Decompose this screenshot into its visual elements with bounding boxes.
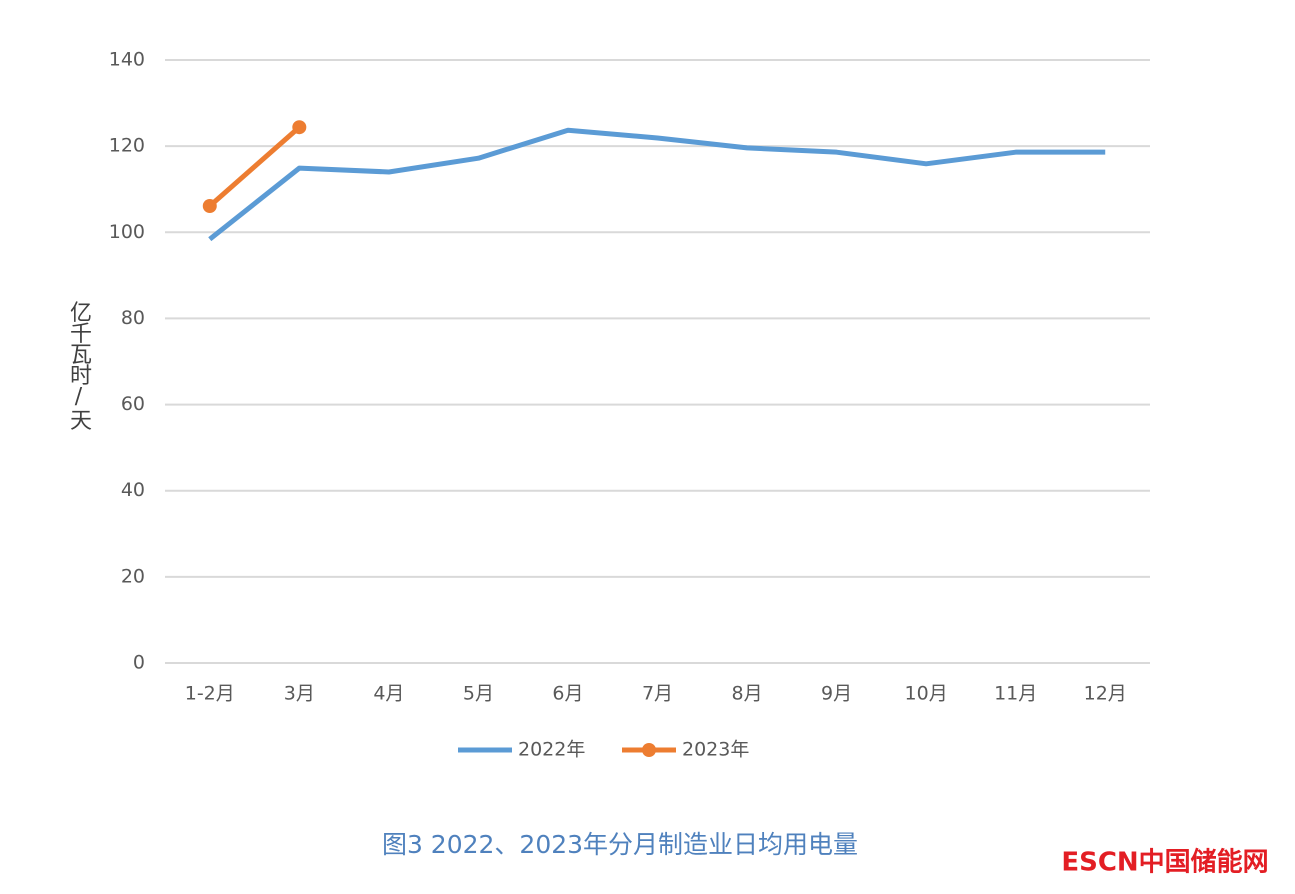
series-line (208, 127, 1106, 242)
x-tick-label: 6月 (552, 683, 583, 705)
legend-label: 2022年 (518, 739, 585, 761)
x-tick-label: 4月 (373, 683, 404, 705)
legend-marker (642, 743, 656, 757)
y-tick-label: 140 (109, 49, 145, 71)
x-tick-label: 7月 (642, 683, 673, 705)
y-tick-label: 0 (133, 652, 145, 674)
x-tick-label: 9月 (821, 683, 852, 705)
x-tick-label: 10月 (905, 683, 948, 705)
series-line (208, 125, 301, 208)
y-tick-label: 60 (121, 393, 145, 415)
y-tick-label: 40 (121, 479, 145, 501)
x-tick-label: 8月 (731, 683, 762, 705)
x-tick-label: 1-2月 (185, 683, 235, 705)
y-axis-label: 亿千瓦时/天 (66, 301, 92, 431)
x-tick-label: 11月 (994, 683, 1037, 705)
x-tick-label: 12月 (1084, 683, 1127, 705)
y-tick-label: 120 (109, 135, 145, 157)
y-tick-label: 80 (121, 307, 145, 329)
point (202, 199, 217, 214)
legend-label: 2023年 (682, 739, 749, 761)
y-tick-label: 20 (121, 565, 145, 587)
x-tick-label: 5月 (463, 683, 494, 705)
watermark: ESCN中国储能网 (1061, 847, 1268, 878)
x-tick-label: 3月 (284, 683, 315, 705)
point (292, 120, 307, 135)
y-tick-label: 100 (109, 221, 145, 243)
chart-title: 图3 2022、2023年分月制造业日均用电量 (382, 830, 858, 859)
